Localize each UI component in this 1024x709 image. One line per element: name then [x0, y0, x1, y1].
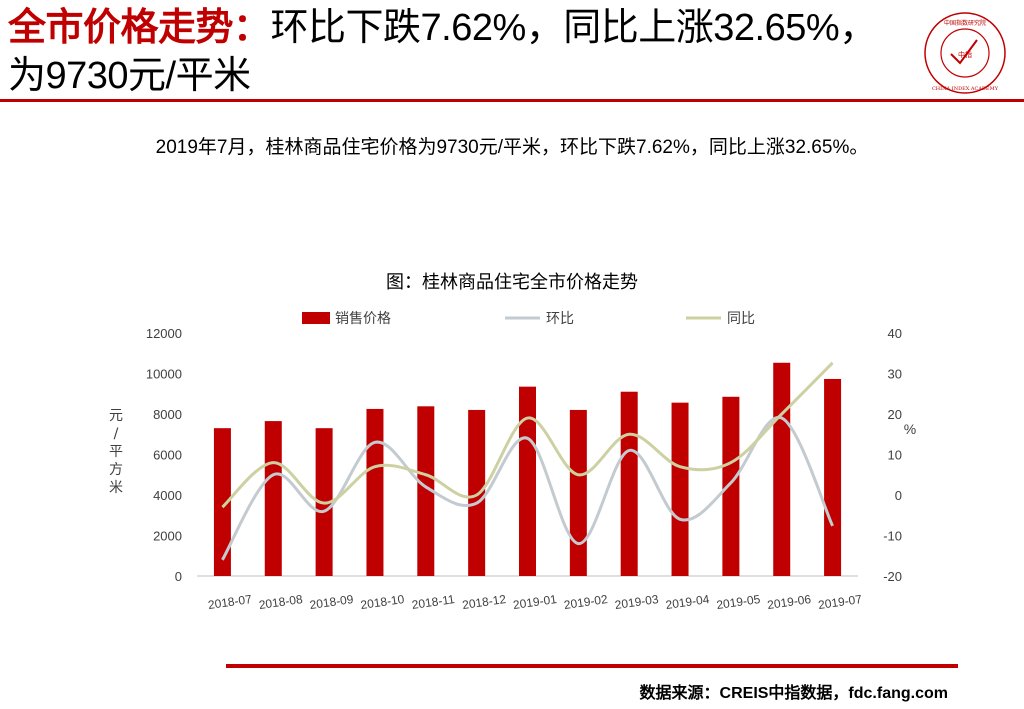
logo-top-text: 中国指数研究院: [944, 19, 986, 27]
legend-label-mom: 环比: [546, 311, 574, 327]
chart-title: 图：桂林商品住宅全市价格走势: [386, 272, 638, 292]
y2-tick-label: -10: [883, 529, 902, 544]
y-tick-label: 10000: [146, 367, 182, 382]
y-tick-label: 6000: [153, 448, 182, 463]
bar-2019-07: [824, 378, 842, 576]
y-axis-label-char: 米: [109, 480, 123, 496]
page-title-text: 环比下跌7.62%，同比上涨32.65%，为9730元/平米: [8, 7, 877, 97]
x-tick-label: 2018-09: [309, 592, 355, 612]
logo-center-text: 中指: [958, 50, 972, 59]
x-tick-label: 2018-10: [360, 592, 406, 612]
bar-2018-11: [417, 406, 435, 576]
legend-label-price: 销售价格: [335, 311, 391, 327]
bar-2018-08: [264, 421, 282, 576]
y-axis-label-char: 方: [109, 462, 123, 478]
y-axis-label-char: 平: [109, 444, 123, 460]
x-tick-label: 2019-05: [716, 592, 762, 612]
x-tick-label: 2018-08: [258, 592, 304, 612]
y2-tick-label: 40: [888, 326, 902, 341]
y2-tick-label: 20: [888, 407, 902, 422]
y-axis-label-char: 元: [109, 408, 123, 424]
bar-2018-07: [213, 428, 231, 576]
y-tick-label: 4000: [153, 488, 182, 503]
x-tick-label: 2019-07: [817, 592, 863, 612]
bar-2018-12: [468, 409, 486, 576]
data-source: 数据来源：CREIS中指数据，fdc.fang.com: [639, 685, 948, 702]
y-tick-label: 0: [175, 569, 182, 584]
y2-tick-label: 0: [895, 488, 902, 503]
logo-bottom-text: CHINA INDEX ACADEMY: [932, 86, 999, 92]
summary-text: 2019年7月，桂林商品住宅价格为9730元/平米，环比下跌7.62%，同比上涨…: [155, 137, 869, 158]
x-tick-label: 2019-01: [512, 592, 558, 612]
page-title: 全市价格走势：环比下跌7.62%，同比上涨32.65%，为9730元/平米: [8, 4, 908, 100]
x-tick-label: 2018-07: [207, 592, 253, 612]
y-axis-label-char: /: [114, 426, 119, 442]
y2-tick-label: 10: [888, 448, 902, 463]
y2-axis-label: %: [904, 421, 916, 437]
y2-tick-label: -20: [883, 569, 902, 584]
bar-2018-10: [366, 408, 384, 576]
bar-2019-03: [620, 391, 638, 576]
y2-tick-label: 30: [888, 367, 902, 382]
title-divider: [0, 99, 1024, 102]
legend-label-yoy: 同比: [727, 311, 755, 327]
x-tick-label: 2019-03: [614, 592, 660, 612]
bar-2019-06: [773, 362, 791, 576]
y-tick-label: 8000: [153, 407, 182, 422]
x-tick-label: 2019-02: [563, 592, 609, 612]
china-index-academy-logo: 中国指数研究院 中指 CHINA INDEX ACADEMY: [924, 12, 1006, 94]
page-title-highlight: 全市价格走势：: [8, 7, 271, 49]
legend-swatch-price: [302, 312, 330, 324]
y-tick-label: 12000: [146, 326, 182, 341]
x-tick-label: 2018-12: [461, 592, 507, 612]
x-tick-label: 2018-11: [411, 592, 456, 612]
bar-2019-01: [519, 386, 536, 576]
x-tick-label: 2019-06: [766, 592, 812, 612]
x-tick-label: 2019-04: [665, 592, 711, 612]
bar-2019-02: [569, 409, 587, 576]
bar-2019-05: [722, 396, 740, 576]
y-tick-label: 2000: [153, 529, 182, 544]
bar-2019-04: [671, 402, 689, 576]
footer-divider: [226, 664, 958, 668]
